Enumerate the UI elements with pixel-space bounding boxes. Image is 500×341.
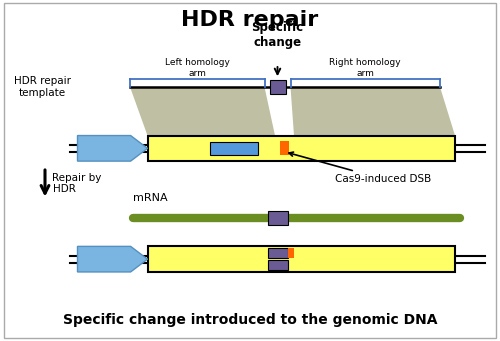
Text: Repair by
HDR: Repair by HDR bbox=[52, 173, 102, 194]
Polygon shape bbox=[78, 246, 148, 272]
Text: HDR repair: HDR repair bbox=[182, 10, 318, 30]
Bar bbox=[148, 246, 455, 272]
Text: Left homology
arm: Left homology arm bbox=[165, 58, 230, 78]
Text: Specific change introduced to the genomic DNA: Specific change introduced to the genomi… bbox=[63, 313, 437, 327]
Bar bbox=[288, 248, 294, 258]
Text: Specific
change: Specific change bbox=[252, 21, 304, 49]
Bar bbox=[268, 260, 287, 270]
Text: Cas9-induced DSB: Cas9-induced DSB bbox=[289, 152, 431, 184]
Text: Right homology
arm: Right homology arm bbox=[330, 58, 401, 78]
Bar bbox=[268, 211, 287, 225]
Text: mRNA: mRNA bbox=[132, 193, 167, 203]
Bar bbox=[268, 248, 287, 258]
Bar bbox=[280, 141, 289, 155]
Text: HDR repair
template: HDR repair template bbox=[14, 76, 71, 98]
Polygon shape bbox=[78, 136, 148, 161]
Bar bbox=[270, 80, 285, 94]
Polygon shape bbox=[290, 87, 455, 136]
Bar bbox=[148, 136, 455, 161]
Polygon shape bbox=[130, 87, 275, 136]
Bar bbox=[210, 142, 258, 155]
